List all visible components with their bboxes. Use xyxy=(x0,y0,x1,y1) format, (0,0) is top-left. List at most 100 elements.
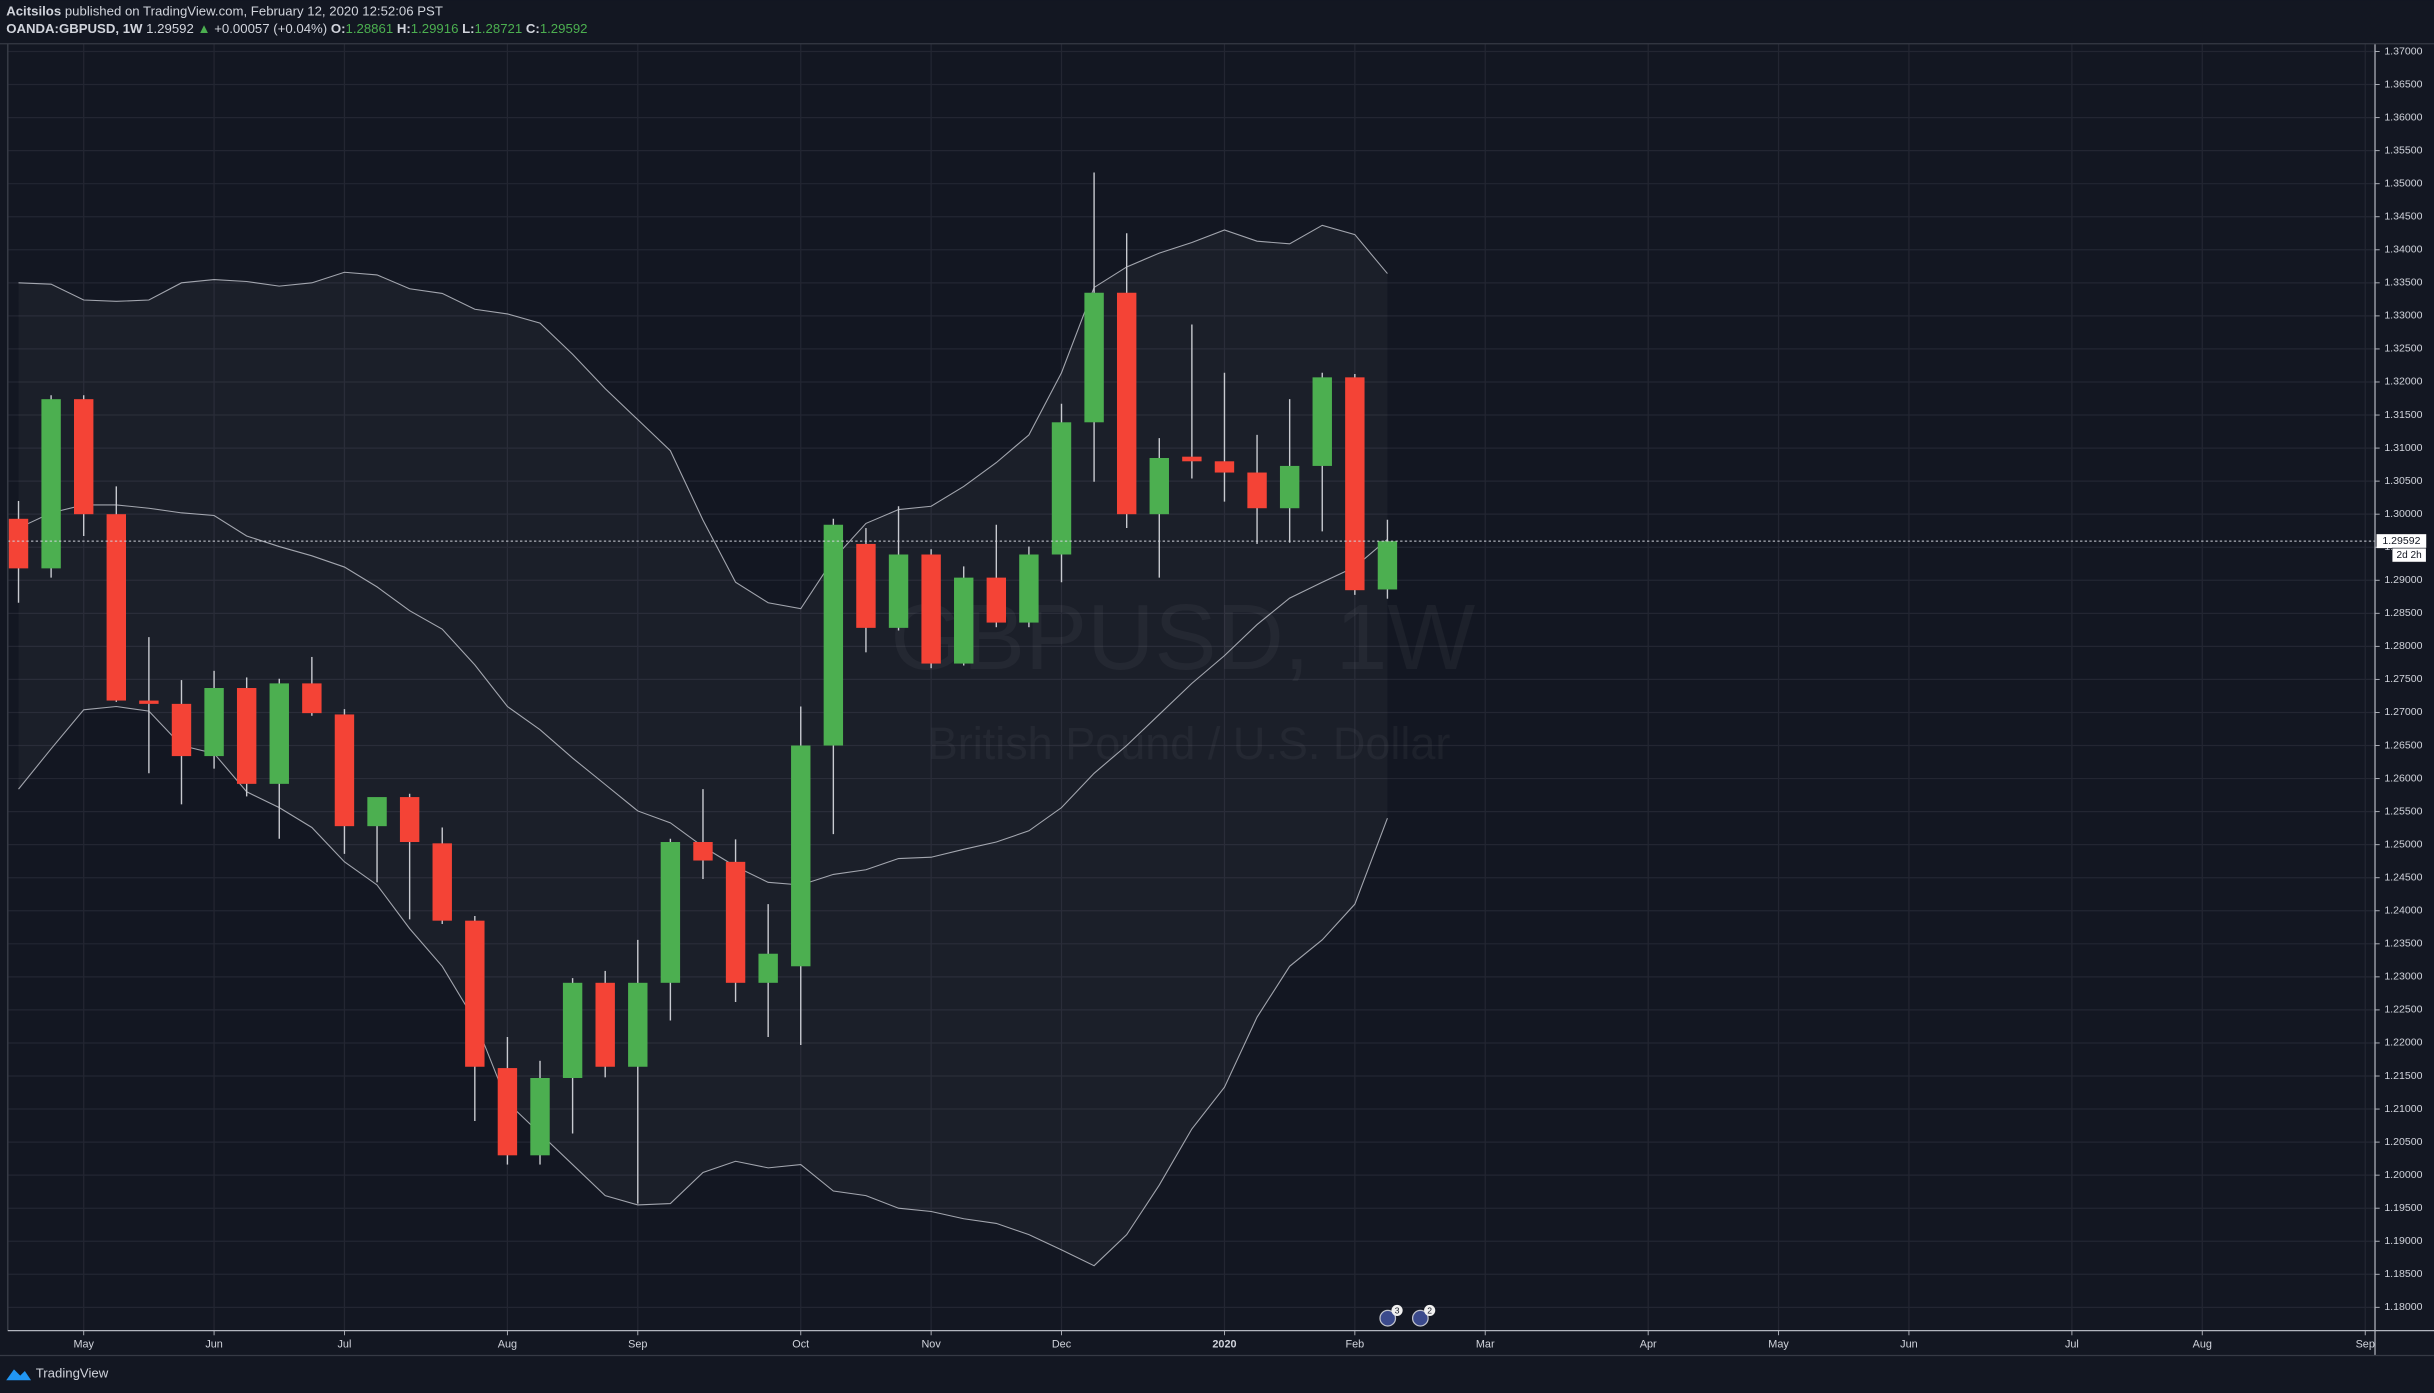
candle-body xyxy=(823,524,844,746)
candle-body xyxy=(139,700,159,704)
o-label: O: xyxy=(331,21,346,36)
event-icon[interactable] xyxy=(1411,1309,1429,1327)
axis: 1.18000 1.18500 1.19000 1.19500 1.20000 1.205… xyxy=(73,45,2427,1350)
candle-body xyxy=(856,543,876,628)
y-tick-label: 1.18000 xyxy=(2384,1301,2422,1313)
y-tick-label: 1.19000 xyxy=(2384,1235,2422,1247)
y-tick-label: 1.28000 xyxy=(2384,640,2422,652)
author: Acitsilos xyxy=(6,4,61,19)
candle-body xyxy=(399,797,420,843)
y-tick-label: 1.27500 xyxy=(2384,673,2422,685)
countdown-label: 2d 2h xyxy=(2397,550,2422,561)
legend-text: OANDA:GBPUSD, 1W 1.29592 ▲ +0.00057 (+0.… xyxy=(6,21,587,36)
price-label: 1.29592 xyxy=(2382,535,2420,547)
c-value: 1.29592 xyxy=(540,21,588,36)
x-tick-label: Jul xyxy=(2065,1338,2079,1350)
brand-logo xyxy=(6,1369,32,1381)
event-icons: 3 2 xyxy=(1379,1304,1436,1327)
candle-body xyxy=(41,399,61,569)
l-value: 1.28721 xyxy=(475,21,523,36)
y-tick-label: 1.25500 xyxy=(2384,805,2422,817)
y-tick-label: 1.34500 xyxy=(2384,211,2422,223)
y-tick-label: 1.26000 xyxy=(2384,772,2422,784)
candle-body xyxy=(986,577,1007,623)
y-tick-label: 1.35000 xyxy=(2384,177,2422,189)
y-tick-label: 1.22000 xyxy=(2384,1037,2422,1049)
x-tick-label: 2020 xyxy=(1212,1338,1236,1350)
y-tick-label: 1.30000 xyxy=(2384,508,2422,520)
candle-body xyxy=(367,797,387,827)
watermark-subtitle: British Pound / U.S. Dollar xyxy=(928,718,1451,769)
candle-body xyxy=(1149,457,1169,515)
y-tick-label: 1.31500 xyxy=(2384,409,2422,421)
candle-body xyxy=(954,577,974,664)
last-price: 1.29592 xyxy=(146,21,194,36)
y-tick-label: 1.19500 xyxy=(2384,1202,2422,1214)
event-badge xyxy=(1424,1304,1436,1317)
x-tick-label: May xyxy=(73,1338,94,1350)
candle-body xyxy=(791,745,811,967)
candle-body xyxy=(1377,541,1398,590)
candle-body xyxy=(269,683,289,784)
change: +0.00057 (+0.04%) xyxy=(214,21,327,36)
x-tick-label: Nov xyxy=(921,1338,941,1350)
candle-body xyxy=(1247,472,1267,509)
x-tick-label: Apr xyxy=(1640,1338,1657,1350)
candle-body xyxy=(1279,465,1300,509)
candle-body xyxy=(171,703,192,757)
y-tick-label: 1.37000 xyxy=(2384,45,2422,57)
event-count: 2 xyxy=(1427,1305,1432,1315)
candle-body xyxy=(1345,377,1365,591)
event-count: 3 xyxy=(1395,1305,1400,1315)
candle-body xyxy=(465,920,485,1067)
x-tick-label: Jun xyxy=(205,1338,223,1350)
symbol: OANDA:GBPUSD, 1W xyxy=(6,21,143,36)
y-tick-label: 1.35500 xyxy=(2384,144,2422,156)
y-tick-label: 1.20000 xyxy=(2384,1169,2422,1181)
y-tick-label: 1.27000 xyxy=(2384,706,2422,718)
y-tick-label: 1.36500 xyxy=(2384,78,2422,90)
candle-body xyxy=(432,843,452,921)
y-tick-label: 1.33500 xyxy=(2384,277,2422,289)
price-label-bg xyxy=(2376,534,2427,549)
y-tick-label: 1.23500 xyxy=(2384,938,2422,950)
event-icon[interactable] xyxy=(1379,1309,1397,1327)
candle-body xyxy=(595,982,615,1067)
y-tick-label: 1.24500 xyxy=(2384,871,2422,883)
h-value: 1.29916 xyxy=(411,21,459,36)
x-tick-label: Mar xyxy=(1476,1338,1495,1350)
candle-body xyxy=(1019,554,1039,623)
y-tick-label: 1.23000 xyxy=(2384,971,2422,983)
x-tick-label: Dec xyxy=(1052,1338,1072,1350)
candle-body xyxy=(725,861,746,983)
x-tick-label: May xyxy=(1768,1338,1789,1350)
candle-body xyxy=(758,953,778,983)
y-tick-label: 1.29000 xyxy=(2384,574,2422,586)
candle-body xyxy=(74,399,94,515)
x-tick-label: Sep xyxy=(2356,1338,2375,1350)
y-tick-label: 1.25000 xyxy=(2384,838,2422,850)
candle-body xyxy=(106,514,126,701)
candle-body xyxy=(1214,461,1235,473)
grid xyxy=(7,43,2376,1331)
x-tick-label: Aug xyxy=(498,1338,517,1350)
candle-body xyxy=(302,683,322,714)
y-tick-label: 1.21000 xyxy=(2384,1103,2422,1115)
y-tick-label: 1.28500 xyxy=(2384,607,2422,619)
l-label: L: xyxy=(462,21,474,36)
y-tick-label: 1.32500 xyxy=(2384,343,2422,355)
published: published on TradingView.com, February 1… xyxy=(65,4,443,19)
footer: TradingView xyxy=(6,1366,109,1381)
candle-body xyxy=(562,982,583,1078)
c-label: C: xyxy=(526,21,540,36)
x-tick-label: Oct xyxy=(792,1338,809,1350)
x-tick-label: Feb xyxy=(1345,1338,1364,1350)
y-tick-label: 1.18500 xyxy=(2384,1268,2422,1280)
candle-body xyxy=(334,714,355,827)
candle-body xyxy=(888,554,909,628)
h-label: H: xyxy=(397,21,411,36)
y-tick-label: 1.31000 xyxy=(2384,442,2422,454)
y-tick-label: 1.24000 xyxy=(2384,905,2422,917)
arrow: ▲ xyxy=(198,21,211,36)
